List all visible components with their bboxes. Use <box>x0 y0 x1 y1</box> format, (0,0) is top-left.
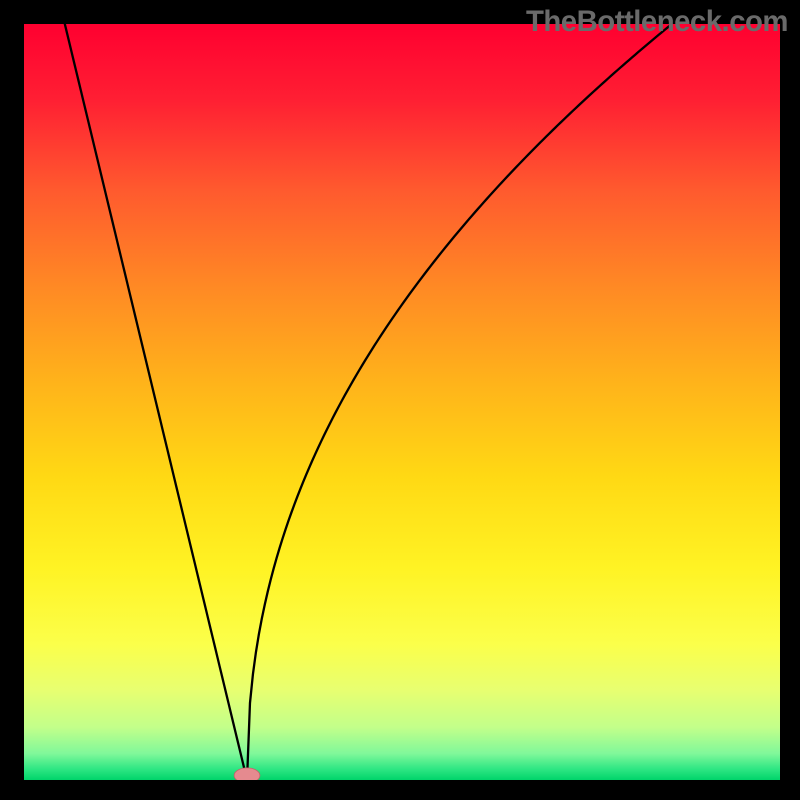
gradient-background <box>24 24 780 780</box>
plot-area <box>24 24 780 780</box>
optimum-marker <box>234 768 260 780</box>
chart-frame: TheBottleneck.com <box>0 0 800 800</box>
bottleneck-chart <box>24 24 780 780</box>
watermark-text: TheBottleneck.com <box>526 5 788 39</box>
